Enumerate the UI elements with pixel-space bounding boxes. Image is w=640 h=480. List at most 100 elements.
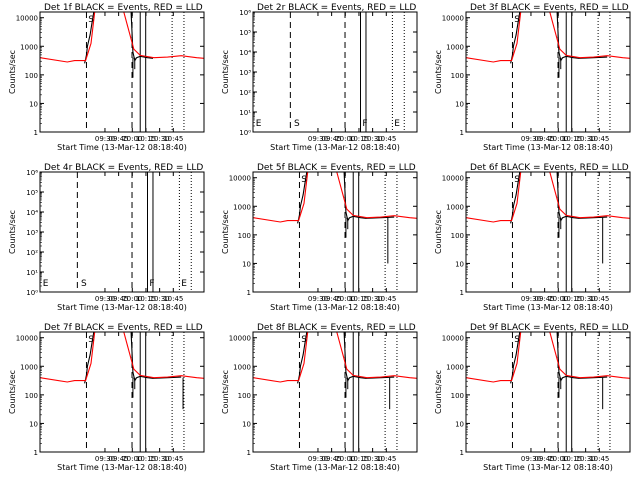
region-label: S <box>294 119 300 129</box>
x-tick-label: 10:30 <box>576 135 596 143</box>
y-axis-label: Counts/sec <box>8 210 17 254</box>
y-tick-label: 10000 <box>442 335 464 343</box>
y-tick-label: 10⁰ <box>26 289 38 297</box>
x-tick-label: 10:15 <box>136 295 156 303</box>
panel-2: Det 2r BLACK = Events, RED = LLD 10⁰ 10¹ 10… <box>221 3 418 152</box>
y-axis-label: Counts/sec <box>8 370 17 414</box>
y-tick-label: 10 <box>242 420 251 428</box>
panel-7: Det 7f BLACK = Events, RED = LLD 1 10 100 10… <box>8 323 205 472</box>
y-tick-label: 1 <box>247 449 251 457</box>
region-label: E <box>181 279 187 289</box>
events-series-line <box>84 332 182 384</box>
x-tick-label: 10:15 <box>562 135 582 143</box>
region-label: S <box>81 279 87 289</box>
panel-frame <box>252 11 418 133</box>
panel-6: Det 6f BLACK = Events, RED = LLD 1 10 100 10… <box>434 163 631 312</box>
y-tick-label: 1 <box>247 289 251 297</box>
x-tick-label: 10:45 <box>589 455 609 463</box>
y-tick-label: 1 <box>460 289 464 297</box>
x-tick-label: 10:00 <box>548 455 568 463</box>
region-label: E <box>256 119 262 129</box>
y-tick-label: 10⁰ <box>239 129 251 137</box>
y-tick-label: 10⁶ <box>26 169 38 177</box>
x-tick-label: 09:30 <box>308 135 328 143</box>
lld-series-line <box>40 12 204 63</box>
y-tick-label: 10⁵ <box>239 29 251 37</box>
panel-frame <box>39 171 205 293</box>
x-tick-label: 10:30 <box>363 295 383 303</box>
x-tick-label: 10:45 <box>589 135 609 143</box>
x-axis-label: Start Time (13-Mar-12 08:18:40) <box>270 463 400 472</box>
events-series-line <box>510 332 608 384</box>
x-tick-label: 09:30 <box>521 455 541 463</box>
y-tick-label: 100 <box>238 392 251 400</box>
region-label: S <box>88 335 94 345</box>
x-tick-label: 09:45 <box>535 135 555 143</box>
panel-plot-area <box>76 172 192 292</box>
events-series-line <box>510 172 608 224</box>
events-series-line <box>510 12 608 64</box>
y-tick-label: 1000 <box>233 203 251 211</box>
x-tick-label: 10:00 <box>335 135 355 143</box>
y-tick-label: 100 <box>238 232 251 240</box>
panel-title: Det 6f BLACK = Events, RED = LLD <box>470 163 629 173</box>
panel-frame <box>465 11 631 133</box>
x-tick-label: 09:45 <box>109 295 129 303</box>
x-axis-label: Start Time (13-Mar-12 08:18:40) <box>270 143 400 152</box>
y-tick-label: 10 <box>242 260 251 268</box>
panel-plot-area <box>253 172 417 292</box>
x-tick-label: 10:45 <box>163 295 183 303</box>
x-tick-label: 10:45 <box>589 295 609 303</box>
events-series-line <box>84 12 154 64</box>
region-label: S <box>514 15 520 25</box>
x-tick-label: 10:45 <box>163 135 183 143</box>
x-tick-label: 10:15 <box>136 135 156 143</box>
x-axis-label: Start Time (13-Mar-12 08:18:40) <box>270 303 400 312</box>
x-tick-label: 10:30 <box>150 135 170 143</box>
y-tick-label: 1000 <box>20 43 38 51</box>
x-tick-label: 09:30 <box>521 295 541 303</box>
y-tick-label: 10 <box>29 420 38 428</box>
x-tick-label: 10:45 <box>376 295 396 303</box>
x-tick-label: 10:15 <box>562 455 582 463</box>
x-tick-label: 10:00 <box>335 455 355 463</box>
region-label: S <box>514 335 520 345</box>
y-tick-label: 10000 <box>16 335 38 343</box>
x-tick-label: 09:45 <box>109 135 129 143</box>
x-tick-label: 09:45 <box>322 455 342 463</box>
x-tick-label: 09:30 <box>308 455 328 463</box>
y-tick-label: 10000 <box>442 175 464 183</box>
y-tick-label: 10² <box>239 89 251 97</box>
panel-3: Det 3f BLACK = Events, RED = LLD 1 10 100 10… <box>434 3 631 152</box>
y-tick-label: 100 <box>451 232 464 240</box>
y-tick-label: 10¹ <box>26 269 38 277</box>
panel-frame <box>252 331 418 453</box>
y-axis-label: Counts/sec <box>221 50 230 94</box>
y-tick-label: 10² <box>26 249 38 257</box>
x-tick-label: 09:30 <box>308 295 328 303</box>
x-axis-label: Start Time (13-Mar-12 08:18:40) <box>483 303 613 312</box>
y-tick-label: 100 <box>25 72 38 80</box>
x-tick-label: 09:30 <box>95 135 115 143</box>
x-tick-label: 09:30 <box>95 295 115 303</box>
panel-plot-area <box>466 12 630 132</box>
x-axis-label: Start Time (13-Mar-12 08:18:40) <box>57 303 187 312</box>
x-tick-label: 10:30 <box>363 135 383 143</box>
region-label: S <box>514 175 520 185</box>
x-tick-label: 10:30 <box>363 455 383 463</box>
x-tick-label: 09:30 <box>521 135 541 143</box>
x-tick-label: 10:00 <box>122 455 142 463</box>
panel-plot-area <box>40 12 204 132</box>
y-axis-label: Counts/sec <box>434 210 443 254</box>
events-series-line <box>297 332 395 384</box>
region-label: S <box>301 175 307 185</box>
panel-plot-area <box>289 12 405 132</box>
x-tick-label: 09:30 <box>95 455 115 463</box>
y-axis-label: Counts/sec <box>434 50 443 94</box>
y-tick-label: 10000 <box>442 15 464 23</box>
panel-9: Det 9f BLACK = Events, RED = LLD 1 10 100 10… <box>434 323 631 472</box>
panel-title: Det 1f BLACK = Events, RED = LLD <box>44 3 203 13</box>
panel-plot-area <box>253 332 417 452</box>
x-tick-label: 09:45 <box>322 295 342 303</box>
